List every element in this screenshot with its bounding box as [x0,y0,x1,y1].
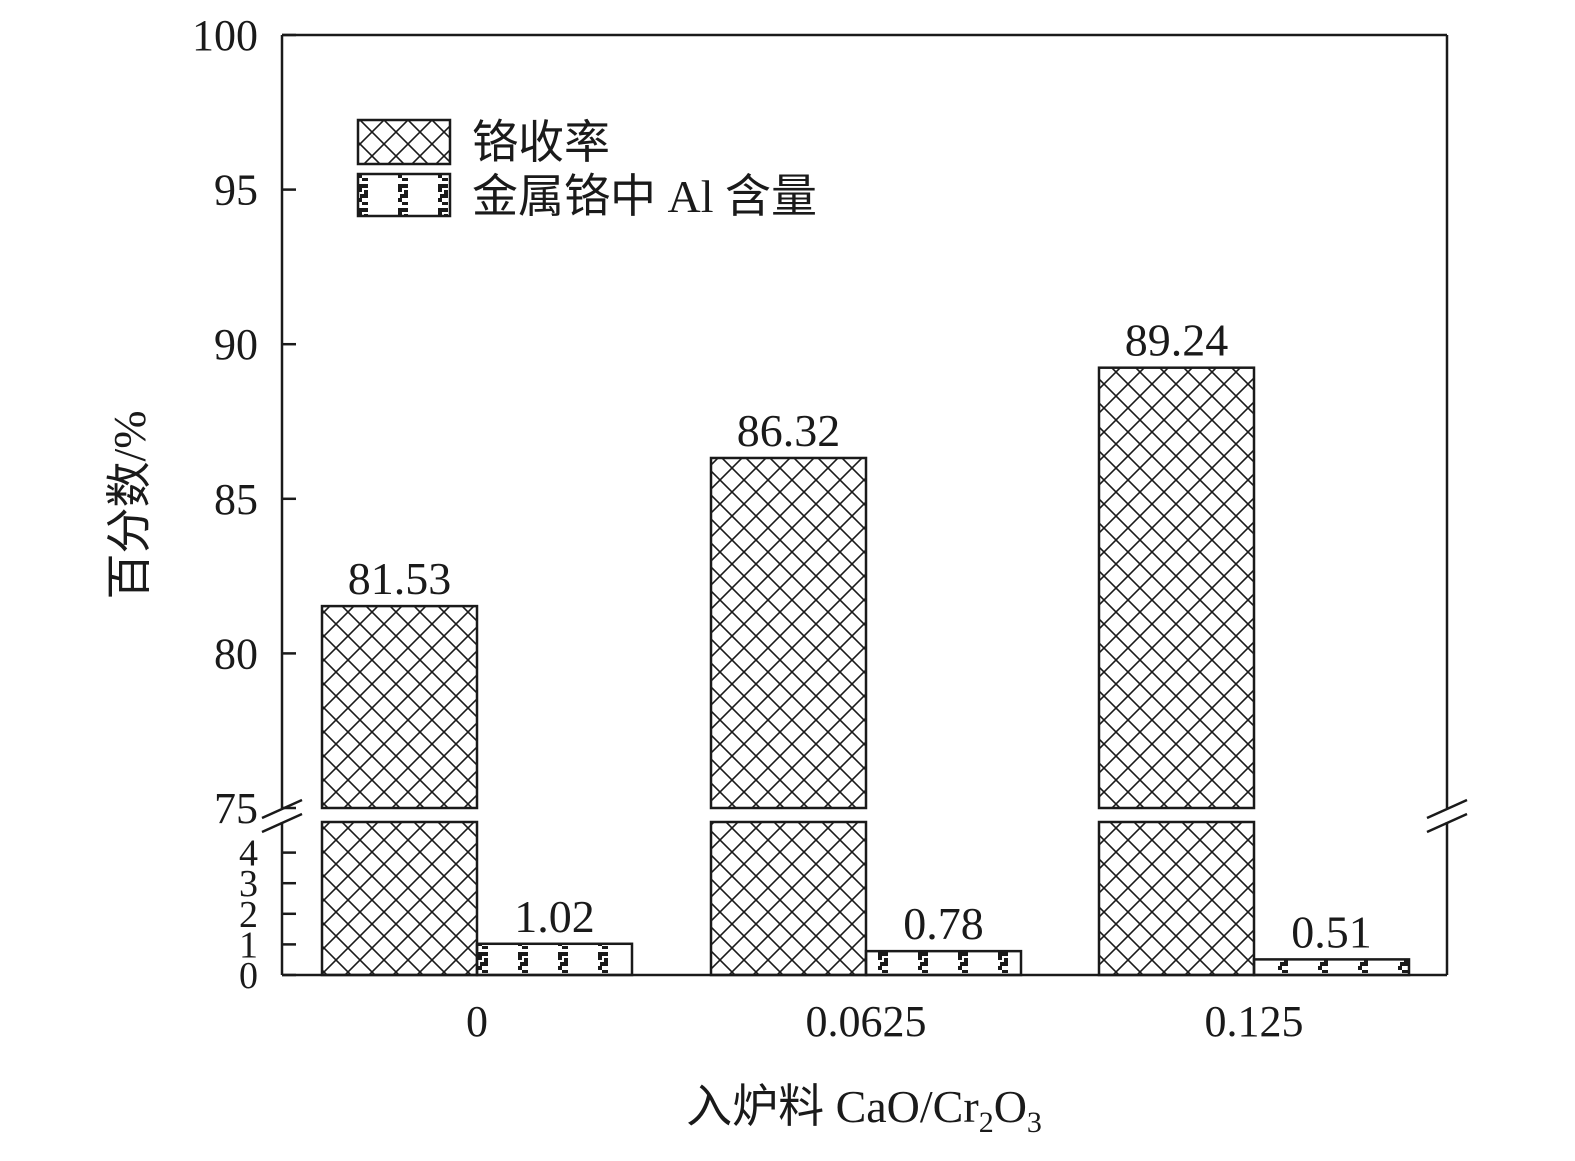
legend-swatch-checker [356,172,452,218]
legend-label-0: 铬收率 [472,117,610,168]
bar-s0-c0-lower [320,820,479,977]
y-ticks-upper: 75 80 85 90 95 100 [192,11,296,833]
y-tick-label-lower-0: 0 [239,955,258,997]
y-tick-label-upper-1: 80 [214,629,258,678]
y-tick-label-lower-3: 3 [239,863,258,905]
data-label-s1-c0: 1.02 [514,891,595,942]
data-label-s1-c1: 0.78 [903,898,984,949]
data-label-s0-c2: 89.24 [1125,315,1229,366]
axis-break-right [1426,798,1468,834]
bar-s0-c2-lower [1097,820,1256,977]
y-tick-label-upper-0: 75 [214,784,258,833]
bar-s0-c0 [320,604,479,810]
x-ticks: 0 0.0625 0.125 [466,997,1304,1046]
legend: 铬收率 金属铬中 Al 含量 [356,117,817,222]
bar-s1-c1 [864,949,1023,977]
x-tick-label-2: 0.125 [1205,997,1304,1046]
x-axis-label-sub2: 3 [1027,1106,1042,1139]
y-tick-label-upper-3: 90 [214,320,258,369]
legend-swatch-crosshatch [356,118,452,166]
legend-label-1: 金属铬中 Al 含量 [472,171,817,222]
x-tick-label-0: 0 [466,997,488,1046]
data-label-s0-c0: 81.53 [348,553,452,604]
x-axis-label-main: 入炉料 CaO/Cr [686,1081,979,1132]
bars [320,366,1411,977]
y-tick-label-upper-5: 100 [192,11,258,60]
x-tick-label-1: 0.0625 [806,997,927,1046]
x-axis-label-mid: O [994,1081,1027,1132]
bar-s0-c1 [709,456,868,810]
y-tick-label-lower-1: 1 [239,924,258,966]
x-axis-label-sub1: 2 [979,1106,994,1139]
data-label-s1-c2: 0.51 [1291,906,1372,957]
bar-s1-c2 [1252,958,1411,977]
bar-s1-c0 [475,942,634,977]
y-tick-label-upper-2: 85 [214,475,258,524]
y-tick-label-lower-4: 4 [239,833,258,875]
y-tick-label-lower-2: 2 [239,894,258,936]
data-label-s0-c1: 86.32 [737,405,841,456]
x-axis-label: 入炉料 CaO/Cr2O3 [686,1081,1042,1139]
bar-s0-c1-lower [709,820,868,977]
y-tick-label-upper-4: 95 [214,166,258,215]
data-labels: 81.53 1.02 86.32 0.78 89.24 0.51 [348,315,1372,958]
y-axis-label: 百分数/% [104,410,155,599]
bar-s0-c2 [1097,366,1256,810]
